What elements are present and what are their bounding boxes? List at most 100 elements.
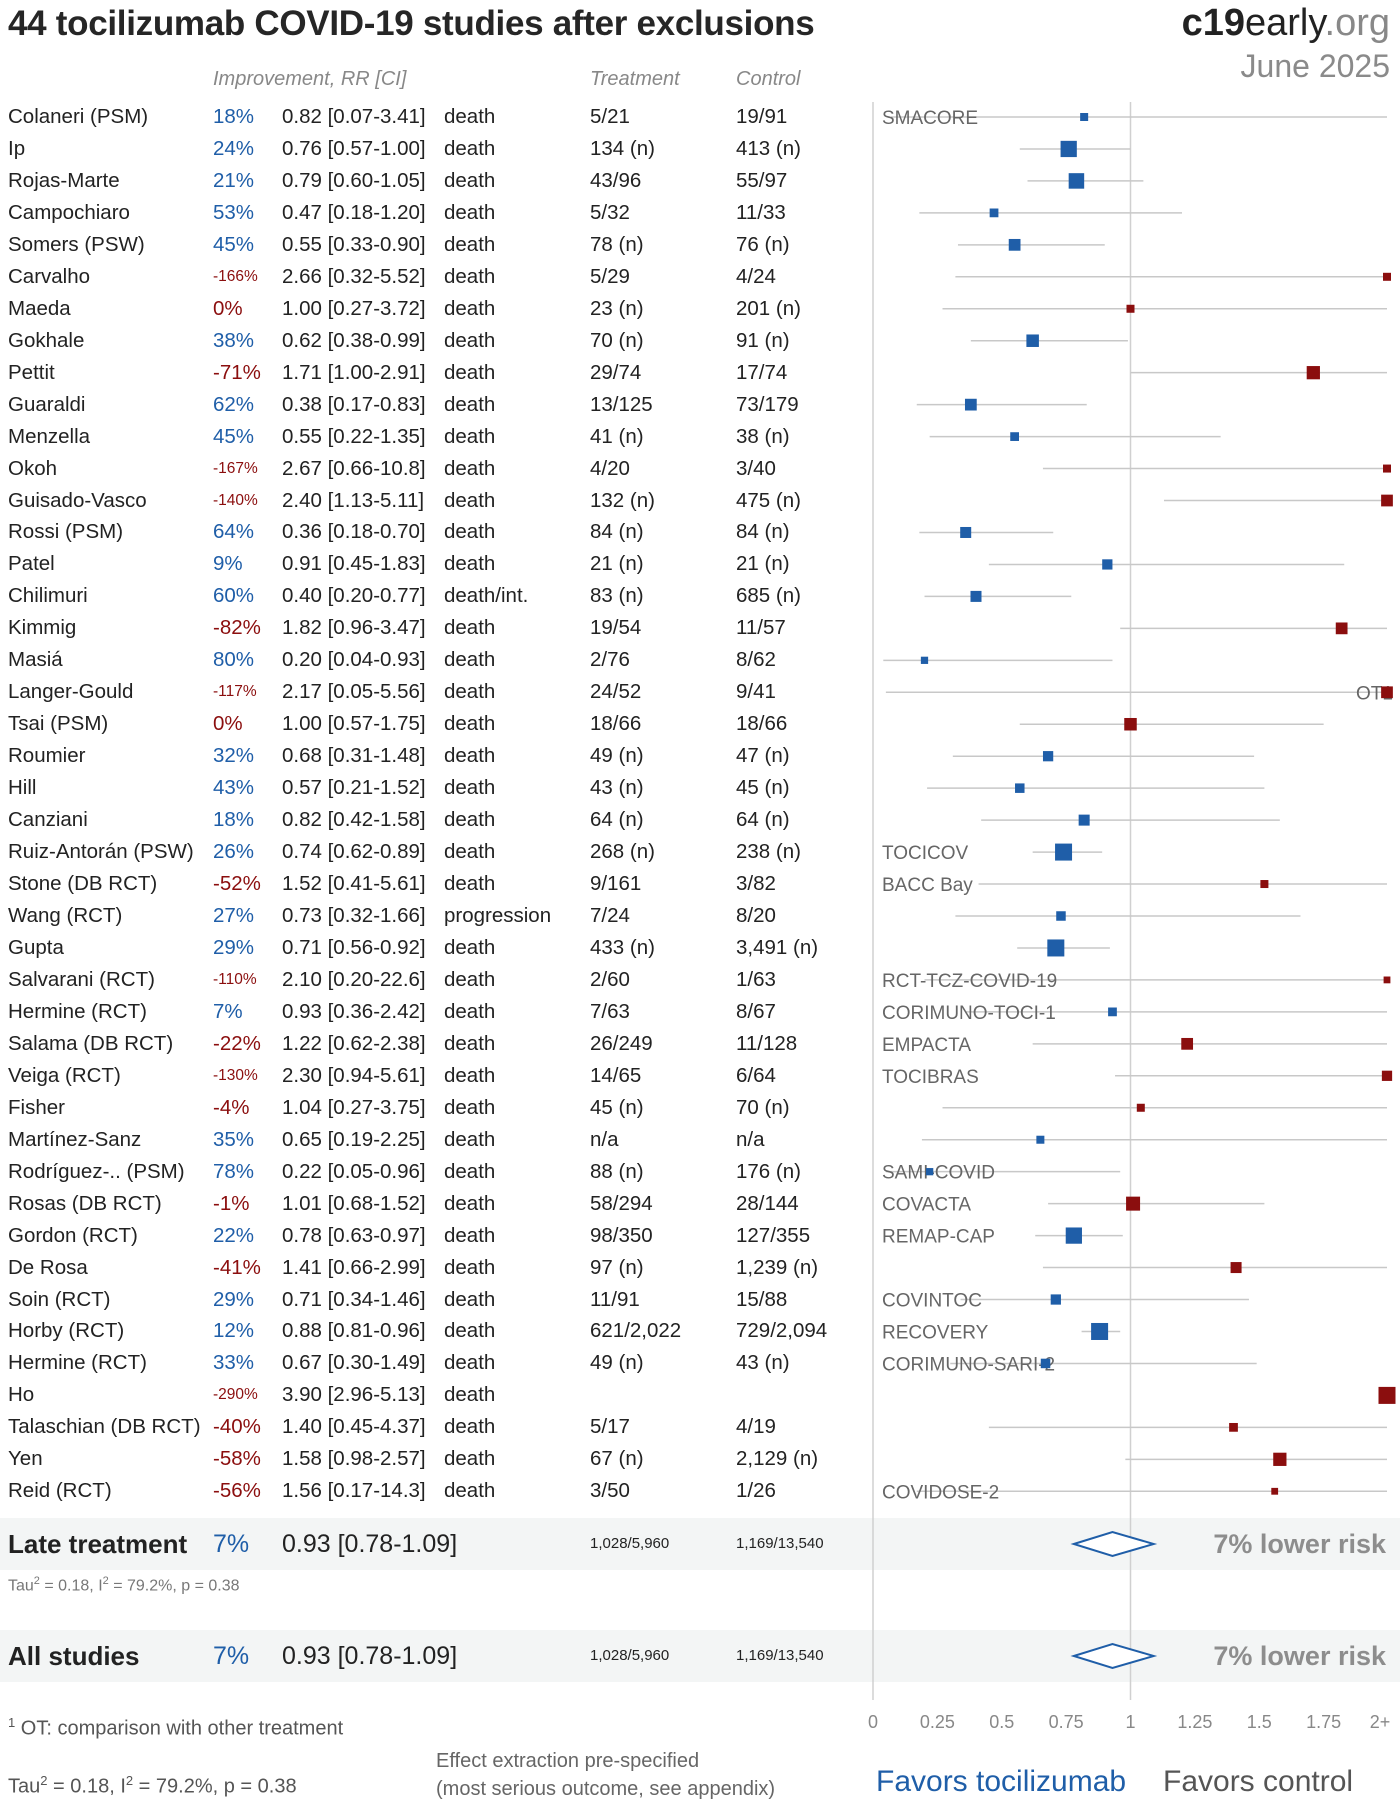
study-treatment: n/a (590, 1127, 619, 1151)
table-row: Fisher -4% 1.04 [0.27-3.75] death 45 (n) 70 (… (0, 1092, 870, 1124)
study-treatment: 64 (n) (590, 808, 644, 832)
study-marker (1260, 880, 1269, 889)
study-rr-ci: 1.41 [0.66-2.99] (282, 1255, 426, 1279)
study-rr-ci: 3.90 [2.96-5.13] (282, 1383, 426, 1407)
table-row: Rodríguez-.. (PSM) 78% 0.22 [0.05-0.96] dea… (0, 1156, 870, 1188)
study-outcome: death (444, 456, 496, 480)
table-row: Soin (RCT) 29% 0.71 [0.34-1.46] death 11/91 1… (0, 1284, 870, 1316)
study-treatment: 98/350 (590, 1223, 653, 1247)
study-treatment: 5/29 (590, 264, 630, 288)
study-outcome: death (444, 264, 496, 288)
x-tick-label: 2+ (1370, 1712, 1391, 1732)
study-name: Stone (DB RCT) (8, 872, 158, 896)
x-tick-label: 0.75 (1049, 1712, 1084, 1732)
study-outcome: death/int. (444, 584, 529, 608)
study-control: 1,239 (n) (736, 1255, 819, 1279)
summary-label: Late treatment (8, 1529, 188, 1559)
trial-label: REMAP-CAP (882, 1227, 995, 1248)
study-control: 1/26 (736, 1479, 776, 1503)
study-marker (1078, 814, 1090, 826)
summary-label: All studies (8, 1641, 140, 1671)
study-outcome: death (444, 1415, 496, 1439)
study-treatment: 49 (n) (590, 1351, 644, 1375)
study-marker (1015, 783, 1025, 793)
study-rr-ci: 1.22 [0.62-2.38] (282, 1031, 426, 1055)
study-rr-ci: 0.62 [0.38-0.99] (282, 328, 426, 352)
study-marker (1091, 1322, 1109, 1340)
study-treatment: 49 (n) (590, 744, 644, 768)
study-marker (1026, 334, 1039, 347)
study-marker (1010, 432, 1019, 441)
study-treatment: 3/50 (590, 1479, 630, 1503)
footnote: 1 OT: comparison with other treatment (8, 1715, 344, 1740)
study-control: 6/64 (736, 1063, 776, 1087)
study-control: 176 (n) (736, 1159, 801, 1183)
study-name: Guisado-Vasco (8, 488, 147, 512)
study-name: Ruiz-Antorán (PSW) (8, 840, 194, 864)
study-treatment: 11/91 (590, 1287, 640, 1311)
study-control: 201 (n) (736, 296, 801, 320)
table-row: Colaneri (PSM) 18% 0.82 [0.07-3.41] death 5/… (0, 101, 870, 133)
study-improvement: 38% (213, 328, 255, 352)
study-outcome: death (444, 488, 496, 512)
study-control: 11/57 (736, 616, 786, 640)
table-row: Tsai (PSM) 0% 1.00 [0.57-1.75] death 18/66 18… (0, 708, 870, 740)
study-marker (1230, 1262, 1242, 1274)
study-outcome: progression (444, 904, 552, 927)
table-row: Hermine (RCT) 33% 0.67 [0.30-1.49] death 49 … (0, 1347, 870, 1379)
table-row: Guisado-Vasco -140% 2.40 [1.13-5.11] death 1… (0, 485, 870, 517)
study-rr-ci: 1.52 [0.41-5.61] (282, 872, 426, 896)
study-treatment: 621/2,022 (590, 1319, 682, 1343)
table-row: Campochiaro 53% 0.47 [0.18-1.20] death 5/32 1… (0, 197, 870, 229)
study-treatment: 7/63 (590, 999, 630, 1023)
study-name: Carvalho (8, 264, 91, 288)
table-row: Guaraldi 62% 0.38 [0.17-0.83] death 13/125 73… (0, 389, 870, 421)
study-marker (1126, 1196, 1141, 1211)
study-outcome: death (444, 168, 496, 192)
table-row: Gupta 29% 0.71 [0.56-0.92] death 433 (n) 3,49… (0, 932, 870, 964)
study-marker (1136, 1103, 1145, 1112)
study-treatment: 24/52 (590, 680, 642, 704)
table-row: Talaschian (DB RCT) -40% 1.40 [0.45-4.37] d… (0, 1411, 870, 1443)
study-control: 413 (n) (736, 136, 801, 160)
study-marker (1055, 843, 1073, 861)
study-rr-ci: 0.47 [0.18-1.20] (282, 200, 426, 224)
study-marker (970, 590, 982, 602)
study-rr-ci: 2.10 [0.20-22.6] (282, 967, 426, 991)
trial-label: RCT-TCZ-COVID-19 (882, 971, 1057, 992)
study-name: Colaneri (PSM) (8, 105, 149, 128)
study-name: Somers (PSW) (8, 232, 145, 256)
study-treatment: 19/54 (590, 616, 642, 640)
study-rr-ci: 0.71 [0.34-1.46] (282, 1287, 426, 1311)
study-marker (1102, 559, 1113, 570)
study-outcome: death (444, 520, 496, 544)
study-improvement: 22% (213, 1223, 255, 1247)
study-improvement: -117% (213, 683, 257, 701)
study-control: 84 (n) (736, 520, 790, 544)
trial-label: TOCIBRAS (882, 1067, 979, 1088)
x-tick-label: 0 (868, 1712, 878, 1732)
study-name: Kimmig (8, 616, 77, 640)
study-marker (1306, 366, 1320, 380)
table-row: Gordon (RCT) 22% 0.78 [0.63-0.97] death 98/3… (0, 1220, 870, 1252)
summary-rr-ci: 0.93 [0.78-1.09] (282, 1642, 458, 1670)
table-row: Rossi (PSM) 64% 0.36 [0.18-0.70] death 84 (n… (0, 516, 870, 548)
table-row: Martínez-Sanz 35% 0.65 [0.19-2.25] death n/a… (0, 1124, 870, 1156)
study-rr-ci: 0.38 [0.17-0.83] (282, 392, 426, 416)
study-name: Soin (RCT) (8, 1287, 111, 1311)
trial-label: CORIMUNO-TOCI-1 (882, 1003, 1056, 1024)
summary-band (0, 1518, 1400, 1570)
trial-label: EMPACTA (882, 1035, 971, 1056)
study-treatment: 78 (n) (590, 232, 644, 256)
study-treatment: 268 (n) (590, 840, 655, 864)
study-control: 38 (n) (736, 424, 790, 448)
table-row: Rosas (DB RCT) -1% 1.01 [0.68-1.52] death 58… (0, 1188, 870, 1220)
favors-treatment-label: Favors tocilizumab (876, 1765, 1127, 1798)
table-row: Carvalho -166% 2.66 [0.32-5.52] death 5/29 4/… (0, 261, 870, 293)
study-treatment: 83 (n) (590, 584, 644, 608)
study-name: Rosas (DB RCT) (8, 1191, 162, 1215)
study-control: 8/67 (736, 999, 776, 1023)
study-name: Roumier (8, 744, 86, 768)
x-tick-label: 1 (1125, 1712, 1135, 1732)
study-treatment: 2/60 (590, 967, 630, 991)
